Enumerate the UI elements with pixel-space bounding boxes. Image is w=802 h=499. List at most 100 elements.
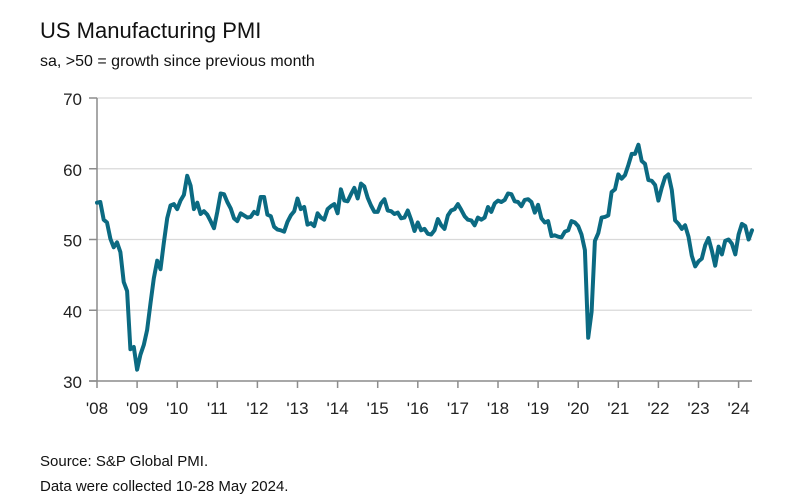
gridlines <box>97 97 752 311</box>
data-point <box>693 264 697 268</box>
data-point <box>296 197 300 201</box>
data-point <box>466 218 470 222</box>
data-point <box>149 301 153 305</box>
data-point <box>362 184 366 188</box>
data-point <box>673 218 677 222</box>
chart-footer: Source: S&P Global PMI. Data were collec… <box>40 449 288 499</box>
data-point <box>439 223 443 227</box>
data-point <box>108 237 112 241</box>
data-point <box>322 218 326 222</box>
data-point <box>580 233 584 237</box>
data-point <box>600 216 604 220</box>
x-tick-label: '18 <box>487 399 509 418</box>
data-point <box>376 210 380 214</box>
data-point <box>546 219 550 223</box>
data-point <box>529 200 533 204</box>
x-tick-label: '23 <box>687 399 709 418</box>
data-point <box>235 219 239 223</box>
data-point <box>202 209 206 213</box>
data-point <box>102 218 106 222</box>
data-point <box>192 207 196 211</box>
data-point <box>292 209 296 213</box>
data-point <box>366 196 370 200</box>
data-point <box>199 212 203 216</box>
data-point <box>399 216 403 220</box>
data-point <box>165 216 169 220</box>
data-point <box>182 193 186 197</box>
data-point <box>650 179 654 183</box>
data-point <box>219 192 223 196</box>
data-point <box>573 221 577 225</box>
x-tick-label: '15 <box>367 399 389 418</box>
data-point <box>576 224 580 228</box>
data-point <box>209 219 213 223</box>
data-point <box>239 211 243 215</box>
data-point <box>623 173 627 177</box>
data-point <box>336 211 340 215</box>
data-point <box>245 216 249 220</box>
data-point <box>269 214 273 218</box>
data-point <box>670 188 674 192</box>
data-point <box>513 199 517 203</box>
data-point <box>382 197 386 201</box>
data-point <box>329 204 333 208</box>
data-point <box>583 248 587 252</box>
y-axis: 30 40 50 60 70 <box>63 90 98 392</box>
data-point <box>105 221 109 225</box>
data-point <box>616 172 620 176</box>
x-tick-label: '17 <box>447 399 469 418</box>
data-point <box>379 201 383 205</box>
data-point <box>359 182 363 186</box>
data-point <box>503 198 507 202</box>
data-point <box>733 252 737 256</box>
data-point <box>730 242 734 246</box>
data-point <box>663 175 667 179</box>
x-axis: '08 '09 '10 '11 '12 '13 '14 '15 '16 '17 '18 '19 '20 '… <box>86 380 752 418</box>
data-point <box>179 199 183 203</box>
collection-note: Data were collected 10-28 May 2024. <box>40 478 289 495</box>
data-point <box>302 205 306 209</box>
data-point <box>703 243 707 247</box>
data-point <box>727 238 731 242</box>
data-point <box>423 227 427 231</box>
data-point <box>486 205 490 209</box>
data-point <box>443 227 447 231</box>
chart-subtitle: sa, >50 = growth since previous month <box>40 53 315 70</box>
data-point <box>743 224 747 228</box>
data-point <box>523 198 527 202</box>
x-tick-label: '19 <box>527 399 549 418</box>
data-point <box>215 210 219 214</box>
data-point <box>640 159 644 163</box>
data-point <box>636 143 640 147</box>
data-point <box>356 197 360 201</box>
data-point <box>349 192 353 196</box>
data-point <box>225 200 229 204</box>
data-point <box>613 187 617 191</box>
x-tick-label: '08 <box>86 399 108 418</box>
data-point <box>717 245 721 249</box>
data-point <box>697 259 701 263</box>
data-point <box>132 345 136 349</box>
x-tick-label: '20 <box>567 399 589 418</box>
data-point <box>276 228 280 232</box>
data-point <box>680 227 684 231</box>
data-point <box>159 267 163 271</box>
data-point <box>539 216 543 220</box>
series-group <box>95 142 754 372</box>
data-point <box>232 216 236 220</box>
y-tick-label: 70 <box>63 90 82 109</box>
data-point <box>332 202 336 206</box>
data-point <box>205 213 209 217</box>
data-point <box>138 353 142 357</box>
data-point <box>369 204 373 208</box>
data-point <box>536 203 540 207</box>
x-tick-label: '16 <box>407 399 429 418</box>
source-note: Source: S&P Global PMI. <box>40 453 209 470</box>
y-tick-label: 30 <box>63 373 82 392</box>
data-point <box>299 207 303 211</box>
data-point <box>533 211 537 215</box>
data-point <box>145 328 149 332</box>
data-point <box>483 216 487 220</box>
data-point <box>282 230 286 234</box>
